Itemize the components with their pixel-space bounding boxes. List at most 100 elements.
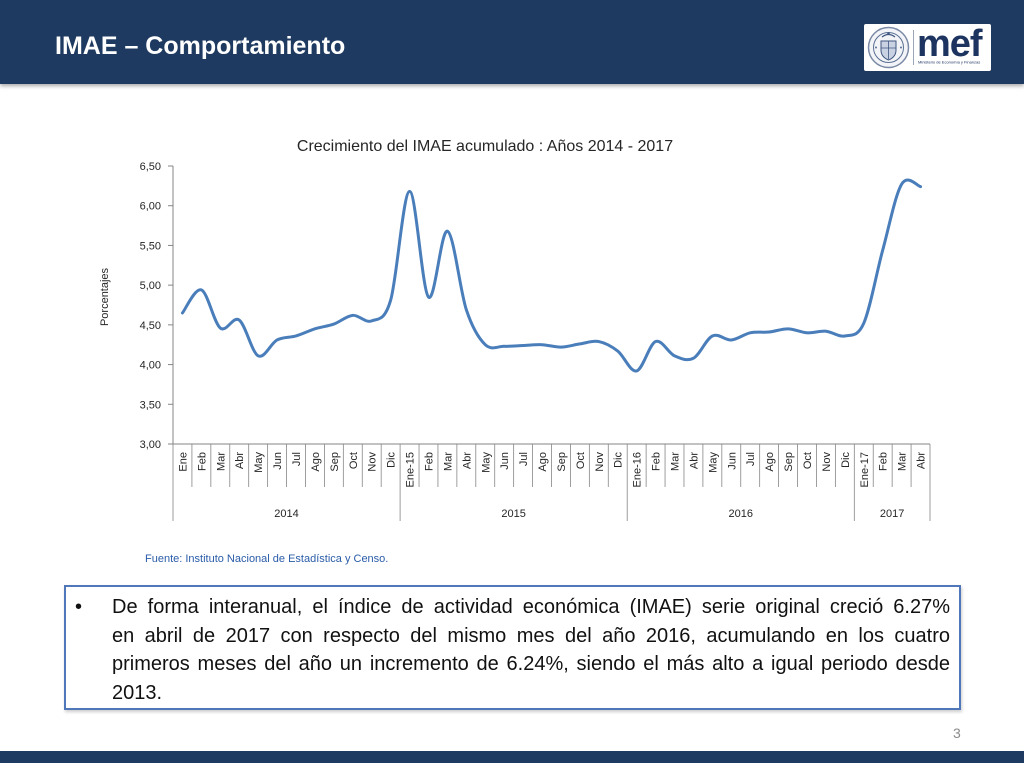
x-tick-label: Feb bbox=[651, 452, 663, 471]
header-bar: IMAE – Comportamiento mef Ministerio de … bbox=[0, 0, 1024, 84]
data-point bbox=[711, 334, 714, 338]
data-point bbox=[730, 338, 733, 342]
data-point bbox=[786, 327, 790, 331]
x-tick-label: Feb bbox=[878, 452, 890, 471]
x-tick-label: Mar bbox=[215, 452, 227, 471]
x-tick-label: Ene-17 bbox=[859, 452, 871, 487]
data-point bbox=[919, 185, 922, 188]
x-tick-label: Oct bbox=[802, 452, 814, 469]
x-tick-label: Dic bbox=[840, 452, 852, 468]
data-point bbox=[881, 248, 884, 252]
x-group-label: 2014 bbox=[274, 508, 298, 520]
data-point bbox=[654, 340, 657, 343]
x-tick-label: Abr bbox=[688, 452, 700, 469]
x-tick-label: Nov bbox=[367, 452, 379, 472]
data-point bbox=[843, 334, 847, 338]
summary-line: primeros meses del año un incremento de … bbox=[112, 653, 950, 675]
data-point bbox=[256, 354, 260, 358]
data-point bbox=[862, 322, 865, 325]
data-point bbox=[200, 288, 203, 292]
page-number: 3 bbox=[953, 725, 961, 741]
y-axis-label: Porcentajes bbox=[99, 267, 111, 326]
data-point bbox=[805, 331, 809, 334]
y-tick-label: 6,00 bbox=[140, 201, 161, 213]
x-tick-label: Abr bbox=[461, 452, 473, 469]
y-tick-label: 6,50 bbox=[140, 161, 161, 173]
x-tick-label: Sep bbox=[556, 452, 568, 472]
data-point bbox=[559, 345, 563, 349]
x-tick-label: May bbox=[707, 452, 719, 473]
data-point bbox=[408, 190, 411, 193]
data-point bbox=[540, 343, 544, 346]
x-tick-label: Ago bbox=[764, 452, 776, 472]
data-point bbox=[692, 357, 695, 360]
chart-plot: 3,00 3,50 4,00 4,50 5,00 5,50 6,00 6,50 Ene Feb Ma… bbox=[140, 161, 931, 521]
data-point bbox=[616, 349, 619, 353]
x-tick-label: May bbox=[253, 452, 265, 473]
x-tick-label: Mar bbox=[670, 452, 682, 471]
x-tick-label: Mar bbox=[442, 452, 454, 471]
slide-title: IMAE – Comportamiento bbox=[55, 32, 346, 60]
x-tick-label: Abr bbox=[916, 452, 928, 469]
mef-logo: mef Ministerio de Economía y Finanzas bbox=[864, 24, 991, 71]
coat-of-arms-icon bbox=[867, 26, 910, 69]
x-tick-label: Ene-15 bbox=[405, 452, 417, 487]
x-tick-label: Ago bbox=[310, 452, 322, 472]
x-tick-label: Ene-16 bbox=[632, 452, 644, 487]
x-tick-label: Sep bbox=[329, 452, 341, 472]
x-tick-label: Feb bbox=[423, 452, 435, 471]
x-tick-label: Nov bbox=[594, 452, 606, 472]
x-tick-label: Sep bbox=[783, 452, 795, 472]
data-point bbox=[597, 340, 601, 343]
y-tick-label: 5,50 bbox=[140, 240, 161, 252]
logo-wordmark: mef bbox=[917, 24, 983, 65]
x-tick-label: May bbox=[480, 452, 492, 473]
data-point bbox=[502, 345, 506, 348]
imae-line-chart: Crecimiento del IMAE acumulado : Años 20… bbox=[99, 138, 931, 521]
data-point bbox=[238, 318, 241, 322]
y-tick-label: 4,50 bbox=[140, 320, 161, 332]
x-tick-label: Nov bbox=[821, 452, 833, 472]
data-point bbox=[484, 343, 487, 346]
data-point bbox=[749, 331, 752, 334]
x-tick-label: Jul bbox=[291, 452, 303, 466]
bullet-marker: • bbox=[75, 596, 83, 618]
x-tick-label: Jun bbox=[272, 452, 284, 470]
data-point bbox=[313, 327, 317, 331]
x-tick-label: Dic bbox=[386, 452, 398, 468]
summary-line: De forma interanual, el índice de activi… bbox=[112, 596, 950, 618]
x-tick-label: Ene bbox=[177, 452, 189, 472]
x-tick-label: Jun bbox=[499, 452, 511, 470]
data-point bbox=[332, 322, 336, 326]
data-point bbox=[446, 229, 449, 233]
data-point bbox=[900, 183, 903, 186]
data-point bbox=[521, 344, 525, 347]
footer-bar bbox=[0, 751, 1024, 763]
data-point bbox=[824, 330, 828, 333]
x-tick-label: Mar bbox=[897, 452, 909, 471]
x-tick-label: Dic bbox=[613, 452, 625, 468]
data-point bbox=[275, 338, 279, 342]
y-tick-label: 5,00 bbox=[140, 280, 161, 292]
summary-box: • De forma interanual, el índice de acti… bbox=[64, 585, 961, 710]
x-tick-label: Abr bbox=[234, 452, 246, 469]
chart-title: Crecimiento del IMAE acumulado : Años 20… bbox=[297, 138, 673, 155]
data-point bbox=[767, 330, 771, 334]
data-point bbox=[465, 308, 468, 311]
x-group-label: 2017 bbox=[880, 508, 904, 520]
data-point bbox=[389, 299, 392, 302]
x-tick-label: Oct bbox=[348, 452, 360, 469]
x-tick-label: Ago bbox=[537, 452, 549, 472]
summary-text: De forma interanual, el índice de activi… bbox=[112, 593, 950, 707]
x-tick-label: Jul bbox=[518, 452, 530, 466]
data-point bbox=[578, 342, 582, 346]
data-point bbox=[219, 326, 222, 330]
y-tick-label: 4,00 bbox=[140, 360, 161, 372]
logo-separator bbox=[913, 30, 914, 65]
source-note: Fuente: Instituto Nacional de Estadístic… bbox=[145, 553, 389, 565]
y-tick-label: 3,00 bbox=[140, 439, 161, 451]
y-tick-label: 3,50 bbox=[140, 399, 161, 411]
data-point bbox=[673, 354, 676, 358]
data-point bbox=[351, 314, 354, 317]
summary-line: en abril de 2017 con respecto del mismo … bbox=[112, 624, 950, 647]
